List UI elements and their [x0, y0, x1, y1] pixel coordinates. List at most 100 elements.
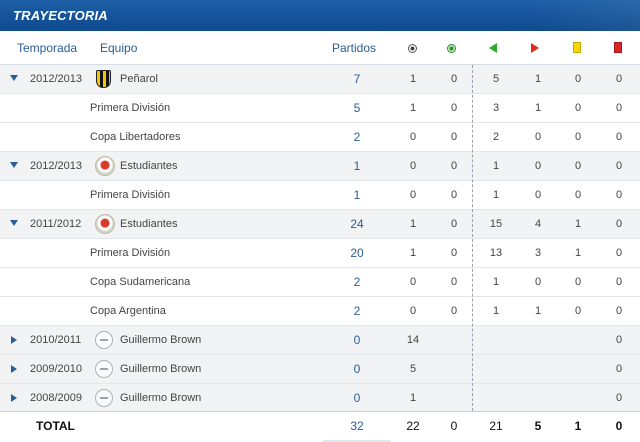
collapse-arrow-icon[interactable] — [10, 220, 18, 226]
team-crest-icon — [95, 360, 113, 378]
stat-goals: 1 — [409, 218, 417, 230]
total-matches: 32 — [350, 419, 364, 433]
season-label: 2012/2013 — [30, 160, 82, 172]
stat-red: 0 — [615, 102, 623, 114]
stat-yellow: 0 — [574, 160, 582, 172]
collapse-arrow-icon[interactable] — [10, 75, 18, 81]
team-row[interactable]: 2011/2012 Estudiantes 24 1 0 15 4 1 0 — [0, 210, 640, 239]
stat-goals: 0 — [409, 276, 417, 288]
matches-value: 2 — [353, 130, 361, 144]
stat-out: 0 — [534, 160, 542, 172]
stat-own: 0 — [450, 160, 458, 172]
soccer-ball-icon — [408, 44, 417, 53]
team-name[interactable]: Guillermo Brown — [120, 363, 202, 375]
stat-in: 13 — [489, 247, 503, 259]
season-label: 2011/2012 — [30, 218, 82, 230]
header-team[interactable]: Equipo — [100, 41, 138, 55]
team-name[interactable]: Peñarol — [120, 73, 158, 85]
stat-yellow — [563, 326, 593, 354]
competition-row: Primera División 5 1 0 3 1 0 0 — [0, 94, 640, 123]
stat-goals: 1 — [409, 73, 417, 85]
stat-goals: 5 — [409, 363, 417, 375]
competition-row: Primera División 20 1 0 13 3 1 0 — [0, 239, 640, 268]
stat-red: 0 — [615, 363, 623, 375]
stat-out: 0 — [534, 276, 542, 288]
stat-out — [523, 384, 553, 412]
yellow-card-icon — [573, 42, 581, 53]
stat-in: 3 — [492, 102, 500, 114]
competition-row: Primera División 1 0 0 1 0 0 0 — [0, 181, 640, 210]
expand-arrow-icon[interactable] — [11, 365, 17, 373]
total-row: TOTAL 32 22 0 21 5 1 0 — [0, 411, 640, 440]
total-subbed-in: 21 — [489, 419, 503, 433]
total-red: 0 — [615, 419, 623, 433]
header-season[interactable]: Temporada — [17, 41, 78, 55]
competition-row: Copa Sudamericana 2 0 0 1 0 0 0 — [0, 268, 640, 297]
stat-yellow: 0 — [574, 73, 582, 85]
stat-yellow — [563, 355, 593, 383]
stat-out: 1 — [534, 73, 542, 85]
team-name[interactable]: Guillermo Brown — [120, 392, 202, 404]
team-crest-icon — [95, 331, 113, 349]
table-header: Temporada Equipo Partidos — [0, 31, 640, 65]
stat-own: 0 — [450, 218, 458, 230]
stat-goals: 1 — [409, 247, 417, 259]
team-row[interactable]: 2012/2013 Peñarol 7 1 0 5 1 0 0 — [0, 65, 640, 94]
competition-name: Primera División — [90, 247, 171, 259]
total-own-goals: 0 — [450, 419, 458, 433]
total-subbed-out: 5 — [534, 419, 542, 433]
stat-yellow: 1 — [574, 247, 582, 259]
season-label: 2008/2009 — [30, 392, 82, 404]
stat-own: 0 — [450, 73, 458, 85]
stat-own: 0 — [450, 189, 458, 201]
team-row[interactable]: 2012/2013 Estudiantes 1 0 0 1 0 0 0 — [0, 152, 640, 181]
team-name[interactable]: Guillermo Brown — [120, 334, 202, 346]
stat-goals: 0 — [409, 189, 417, 201]
competition-row: Copa Argentina 2 0 0 1 1 0 0 — [0, 297, 640, 326]
expand-arrow-icon[interactable] — [11, 394, 17, 402]
stat-in: 1 — [492, 160, 500, 172]
stat-yellow: 0 — [574, 276, 582, 288]
stat-out: 1 — [534, 102, 542, 114]
team-crest-icon — [95, 214, 115, 234]
column-divider — [472, 65, 473, 411]
section-title: TRAYECTORIA — [0, 0, 640, 31]
matches-value: 0 — [353, 391, 361, 405]
expand-arrow-icon[interactable] — [11, 336, 17, 344]
stat-goals: 14 — [406, 334, 420, 346]
green-arrow-left-icon — [489, 43, 497, 53]
matches-value: 0 — [353, 362, 361, 376]
stat-out: 3 — [534, 247, 542, 259]
team-row[interactable]: 2009/2010 Guillermo Brown 0 5 0 — [0, 355, 640, 384]
team-name[interactable]: Estudiantes — [120, 160, 178, 172]
stat-own: 0 — [450, 102, 458, 114]
stat-own: 0 — [450, 276, 458, 288]
stat-goals: 0 — [409, 160, 417, 172]
matches-value: 5 — [353, 101, 361, 115]
matches-value: 20 — [350, 246, 364, 260]
stat-out: 1 — [534, 305, 542, 317]
stat-in: 2 — [492, 131, 500, 143]
competition-name: Copa Libertadores — [90, 131, 181, 143]
stat-red: 0 — [615, 247, 623, 259]
stat-red: 0 — [615, 334, 623, 346]
team-row[interactable]: 2010/2011 Guillermo Brown 0 14 0 — [0, 326, 640, 355]
stat-goals: 0 — [409, 305, 417, 317]
stat-goals: 0 — [409, 131, 417, 143]
red-card-icon — [614, 42, 622, 53]
season-label: 2009/2010 — [30, 363, 82, 375]
stat-in — [481, 384, 511, 412]
stat-goals: 1 — [409, 102, 417, 114]
stat-own — [439, 384, 469, 412]
stat-yellow: 0 — [574, 305, 582, 317]
team-row[interactable]: 2008/2009 Guillermo Brown 0 1 0 — [0, 384, 640, 413]
team-crest-icon — [95, 389, 113, 407]
header-matches[interactable]: Partidos — [332, 41, 377, 55]
collapse-arrow-icon[interactable] — [10, 162, 18, 168]
team-crest-icon — [95, 156, 115, 176]
total-goals: 22 — [406, 419, 420, 433]
team-name[interactable]: Estudiantes — [120, 218, 178, 230]
team-crest-icon — [96, 70, 111, 88]
stat-yellow: 0 — [574, 131, 582, 143]
stat-red: 0 — [615, 189, 623, 201]
